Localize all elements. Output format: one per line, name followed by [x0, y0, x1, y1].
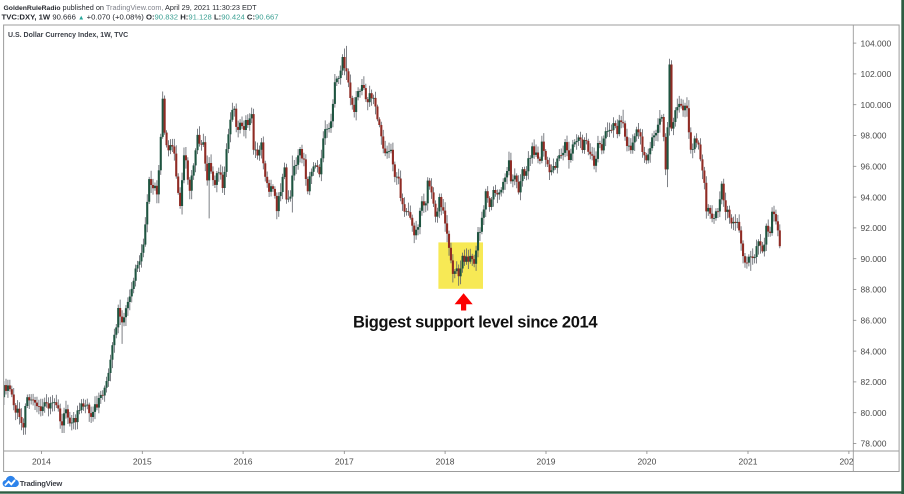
svg-text:98.000: 98.000 — [861, 131, 887, 141]
svg-text:2018: 2018 — [436, 457, 455, 467]
svg-text:104.000: 104.000 — [861, 38, 892, 48]
svg-text:TVC:DXY, 1W 90.666 ▲ +0.070 (: TVC:DXY, 1W 90.666 ▲ +0.070 (+0.08%) O:9… — [2, 13, 279, 22]
svg-text:90.000: 90.000 — [861, 254, 887, 264]
svg-text:2017: 2017 — [335, 457, 354, 467]
svg-text:2022: 2022 — [839, 457, 858, 467]
svg-text:Biggest support level since 20: Biggest support level since 2014 — [353, 314, 598, 332]
svg-text:94.000: 94.000 — [861, 192, 887, 202]
svg-text:78.000: 78.000 — [861, 439, 887, 449]
svg-text:96.000: 96.000 — [861, 162, 887, 172]
svg-text:82.000: 82.000 — [861, 377, 887, 387]
svg-text:2019: 2019 — [537, 457, 556, 467]
svg-text:2015: 2015 — [133, 457, 152, 467]
svg-text:2020: 2020 — [637, 457, 656, 467]
svg-text:102.000: 102.000 — [861, 69, 892, 79]
svg-text:84.000: 84.000 — [861, 346, 887, 356]
svg-text:80.000: 80.000 — [861, 408, 887, 418]
svg-text:88.000: 88.000 — [861, 285, 887, 295]
svg-text:2014: 2014 — [32, 457, 51, 467]
svg-text:92.000: 92.000 — [861, 223, 887, 233]
svg-text:TradingView: TradingView — [20, 479, 63, 488]
svg-text:2016: 2016 — [234, 457, 253, 467]
svg-text:86.000: 86.000 — [861, 316, 887, 326]
svg-text:GoldenRuleRadio published on T: GoldenRuleRadio published on TradingView… — [4, 3, 258, 12]
svg-text:2021: 2021 — [739, 457, 758, 467]
svg-text:U.S. Dollar Currency Index, 1W: U.S. Dollar Currency Index, 1W, TVC — [8, 32, 128, 39]
svg-text:100.000: 100.000 — [861, 100, 892, 110]
